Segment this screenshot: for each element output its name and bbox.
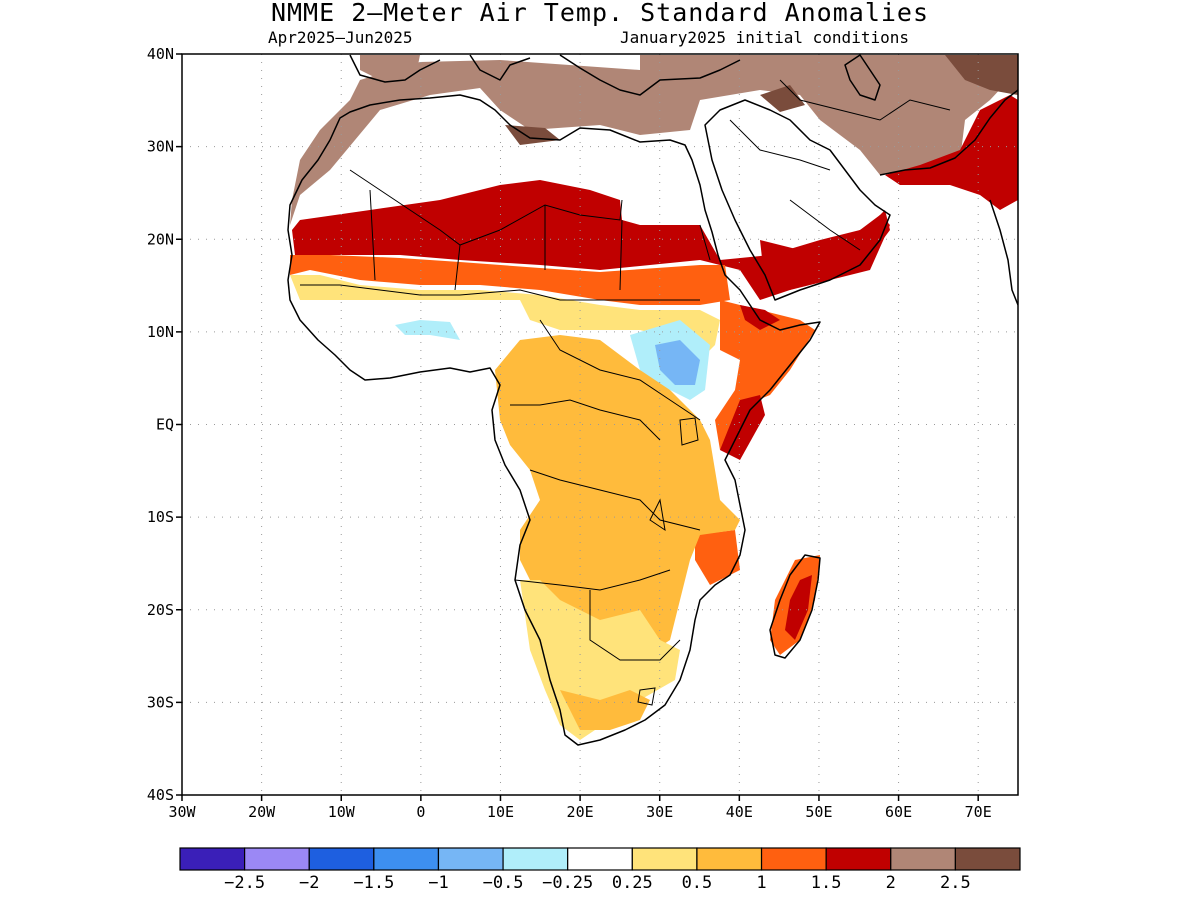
colorbar-label: −0.5 xyxy=(483,873,524,893)
border-central-3 xyxy=(529,469,701,531)
colorbar-swatch xyxy=(825,847,892,871)
lon-tick-label: 30E xyxy=(646,803,673,821)
colorbar-swatch xyxy=(437,847,504,871)
lon-tick-label: 50E xyxy=(805,803,832,821)
anomaly-shading-central xyxy=(290,275,740,740)
lat-tick-label: EQ xyxy=(156,416,174,434)
colorbar-label: 1 xyxy=(756,873,766,893)
shade-southwest-pos2 xyxy=(560,690,650,730)
lon-tick-label: 70E xyxy=(965,803,992,821)
colorbar: −2.5 −2 −1.5 −1 −0.5 −0.25 0.25 0.5 1 1.5 2 2.5 xyxy=(179,847,1021,893)
colorbar-swatch xyxy=(308,847,375,871)
borders xyxy=(300,79,951,706)
lon-tick-label: 10W xyxy=(328,803,356,821)
shade-india-pos4 xyxy=(885,95,1018,210)
colorbar-swatch xyxy=(631,847,698,871)
shade-med-pos6 xyxy=(760,85,805,112)
lat-tick-label: 40N xyxy=(147,45,174,63)
colorbar-swatch xyxy=(373,847,440,871)
border-middle-east xyxy=(779,79,951,121)
longitude-axis: 30W 20W 10W 0 10E 20E 30E 40E 50E 60E 70E xyxy=(168,795,992,821)
negative-anomalies xyxy=(395,320,710,400)
lon-tick-label: 20E xyxy=(567,803,594,821)
coastlines xyxy=(287,54,1018,746)
map-layers xyxy=(182,54,1018,795)
colorbar-swatch xyxy=(760,847,827,871)
shade-sahel-pos3 xyxy=(290,255,730,305)
border-south-2 xyxy=(589,590,681,661)
colorbar-label: 1.5 xyxy=(811,873,842,893)
shade-westafrica-neg xyxy=(395,320,460,340)
colorbar-swatch xyxy=(696,847,763,871)
shade-iberia-pos5 xyxy=(360,55,420,80)
colorbar-label: −0.25 xyxy=(542,873,593,893)
border-central-1 xyxy=(539,319,701,421)
gridlines xyxy=(182,54,1018,795)
coast-europe xyxy=(349,54,741,96)
colorbar-label: −2 xyxy=(299,873,319,893)
shade-arabia-south-pos4 xyxy=(760,210,890,290)
lon-tick-label: 60E xyxy=(885,803,912,821)
coast-arabia xyxy=(704,99,891,301)
coast-caspian xyxy=(844,54,881,101)
border-sahel xyxy=(300,284,700,301)
border-sahara-2 xyxy=(369,189,711,291)
latitude-axis: 40N 30N 20N 10N EQ 10S 20S 30S 40S xyxy=(147,45,182,804)
border-arabia xyxy=(729,119,861,251)
anomaly-shading xyxy=(290,55,1018,655)
coast-india xyxy=(989,199,1018,306)
shade-madag-pos4 xyxy=(785,575,812,640)
shade-west-africa-pos1 xyxy=(290,275,720,360)
border-sahara-1 xyxy=(349,169,623,246)
lon-tick-label: 40E xyxy=(726,803,753,821)
lat-tick-label: 30S xyxy=(147,693,174,711)
lat-tick-label: 20S xyxy=(147,601,174,619)
lat-tick-label: 30N xyxy=(147,138,174,156)
border-south-1 xyxy=(514,569,671,591)
border-lakes xyxy=(637,417,699,706)
lon-tick-label: 20W xyxy=(248,803,276,821)
colorbar-swatch xyxy=(954,847,1021,871)
initial-conditions: January2025 initial conditions xyxy=(620,28,909,47)
lat-tick-label: 10N xyxy=(147,323,174,341)
colorbar-label: −2.5 xyxy=(224,873,265,893)
coast-iran xyxy=(879,89,1018,176)
colorbar-label: 2.5 xyxy=(940,873,971,893)
colorbar-label: 0.5 xyxy=(682,873,713,893)
shade-sahara-pos5 xyxy=(290,55,1018,225)
colorbar-swatch xyxy=(890,847,956,871)
colorbar-swatch xyxy=(179,847,246,871)
colorbar-swatch xyxy=(502,847,569,871)
lon-tick-label: 30W xyxy=(168,803,196,821)
lon-tick-label: 10E xyxy=(487,803,514,821)
forecast-period: Apr2025–Jun2025 xyxy=(268,28,413,47)
colorbar-swatch xyxy=(244,847,310,871)
border-central-2 xyxy=(510,399,661,441)
lat-tick-label: 20N xyxy=(147,230,174,248)
shade-sudan-neg2 xyxy=(655,340,700,385)
lat-tick-label: 40S xyxy=(147,786,174,804)
coast-madagascar xyxy=(769,554,821,659)
shade-horn-pos4 xyxy=(740,305,780,330)
lon-tick-label: 0 xyxy=(416,803,425,821)
shade-moz-pos3 xyxy=(695,530,740,585)
colorbar-label: 0.25 xyxy=(612,873,653,893)
shade-iran-pos6 xyxy=(945,55,1018,95)
coast-africa xyxy=(287,94,821,746)
colorbar-label: −1 xyxy=(428,873,448,893)
map-title: NMME 2–Meter Air Temp. Standard Anomalie… xyxy=(270,0,930,27)
colorbar-swatch xyxy=(567,847,633,871)
shade-sahel-pos4 xyxy=(292,180,890,300)
colorbar-label: 2 xyxy=(886,873,896,893)
shade-kenya-pos4 xyxy=(720,395,765,460)
colorbar-label: −1.5 xyxy=(353,873,394,893)
lat-tick-label: 10S xyxy=(147,508,174,526)
